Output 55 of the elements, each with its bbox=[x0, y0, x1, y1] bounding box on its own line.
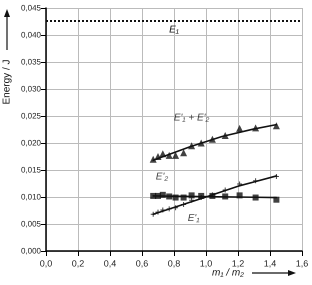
point bbox=[252, 194, 259, 201]
y-tick-label: 0,015 bbox=[20, 166, 42, 174]
point bbox=[189, 198, 194, 203]
point bbox=[160, 192, 166, 198]
point bbox=[180, 194, 187, 201]
point bbox=[166, 193, 172, 200]
point bbox=[150, 212, 156, 217]
y-tick-label: 0,010 bbox=[20, 192, 42, 202]
point bbox=[208, 136, 216, 143]
series-label: E'₁ + E'₂ bbox=[174, 112, 210, 124]
point bbox=[172, 194, 179, 201]
point bbox=[188, 192, 195, 198]
point bbox=[272, 122, 280, 130]
point bbox=[188, 142, 196, 150]
x-tick-label: 0,0 bbox=[40, 258, 52, 268]
point bbox=[156, 210, 160, 215]
x-tick-label: 0,6 bbox=[136, 258, 148, 268]
y-tick-label: 0,005 bbox=[20, 220, 42, 228]
point bbox=[252, 124, 260, 132]
point bbox=[198, 140, 205, 146]
point bbox=[180, 149, 188, 156]
x-tick-label: 0,8 bbox=[168, 258, 180, 268]
point bbox=[160, 207, 166, 212]
point bbox=[150, 156, 157, 163]
x-tick-label: 1,0 bbox=[200, 258, 212, 268]
x-tick-label: 0,4 bbox=[104, 258, 116, 268]
point bbox=[154, 153, 162, 160]
x-tick-label: 1,6 bbox=[296, 258, 308, 268]
point bbox=[236, 124, 244, 132]
y-tick-label: 0,025 bbox=[20, 112, 42, 120]
point bbox=[253, 178, 258, 184]
point bbox=[181, 202, 186, 208]
point bbox=[166, 152, 173, 159]
x-axis-title: m₁ / m₂ bbox=[212, 268, 244, 278]
ref-line-label: E₁ bbox=[169, 24, 179, 36]
y-axis-title: Energy / J bbox=[2, 59, 12, 105]
point bbox=[222, 132, 229, 139]
y-tick-label: 0,000 bbox=[20, 246, 42, 256]
point bbox=[172, 152, 180, 159]
y-tick-label: 0,035 bbox=[20, 58, 42, 66]
x-tick-label: 1,2 bbox=[232, 258, 244, 268]
y-tick-label: 0,045 bbox=[20, 4, 42, 12]
x-tick-label: 1,4 bbox=[264, 258, 276, 268]
point bbox=[166, 206, 172, 212]
point bbox=[173, 205, 178, 210]
series-label: E'₁ bbox=[188, 213, 200, 224]
point bbox=[236, 192, 243, 198]
x-tick-label: 0,2 bbox=[72, 258, 84, 268]
point bbox=[273, 196, 280, 203]
y-tick-label: 0,030 bbox=[20, 84, 42, 94]
point bbox=[159, 150, 166, 158]
point bbox=[222, 193, 228, 200]
y-tick-label: 0,040 bbox=[20, 30, 42, 40]
y-tick-label: 0,020 bbox=[20, 138, 42, 148]
series-label: E'₂ bbox=[156, 171, 168, 182]
